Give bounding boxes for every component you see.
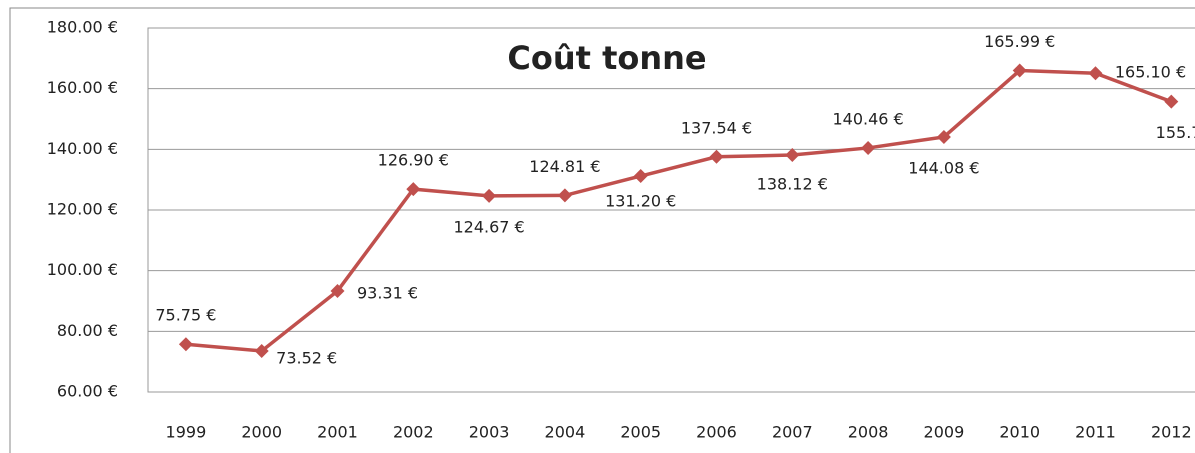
data-point [1012, 63, 1027, 78]
x-tick-label: 2007 [772, 423, 813, 442]
data-label: 131.20 € [605, 192, 676, 211]
x-tick-label: 2006 [696, 423, 737, 442]
data-label: 124.67 € [453, 217, 524, 236]
data-label: 144.08 € [908, 158, 979, 177]
x-tick-label: 2010 [999, 423, 1040, 442]
x-tick-label: 2000 [241, 423, 282, 442]
x-tick-label: 2003 [469, 423, 510, 442]
y-tick-label: 140.00 € [47, 139, 118, 158]
y-tick-label: 180.00 € [47, 18, 118, 37]
data-point [254, 343, 269, 358]
x-tick-label: 2001 [317, 423, 358, 442]
x-tick-label: 2008 [848, 423, 889, 442]
data-point [861, 140, 876, 155]
y-tick-label: 80.00 € [57, 321, 118, 340]
chart-title: Coût tonne [507, 39, 706, 77]
data-point [785, 148, 800, 163]
data-point [936, 129, 951, 144]
y-tick-label: 60.00 € [57, 382, 118, 401]
series-line [185, 68, 1172, 353]
y-tick-label: 100.00 € [47, 260, 118, 279]
data-point [330, 283, 345, 298]
data-point [1088, 66, 1103, 81]
data-point [1164, 94, 1179, 109]
x-tick-label: 2004 [545, 423, 586, 442]
data-label: 73.52 € [276, 348, 337, 367]
x-tick-label: 2002 [393, 423, 434, 442]
data-label: 155.74 € [1156, 123, 1195, 142]
data-point [709, 149, 724, 164]
data-label: 75.75 € [155, 306, 216, 325]
data-point [178, 337, 193, 352]
data-label: 126.90 € [378, 151, 449, 170]
data-label: 165.99 € [984, 32, 1055, 51]
x-tick-label: 2012 [1151, 423, 1192, 442]
data-point [406, 182, 421, 197]
data-label: 137.54 € [681, 118, 752, 137]
chart-frame [9, 7, 1195, 453]
data-label: 140.46 € [832, 109, 903, 128]
x-tick-label: 2011 [1075, 423, 1116, 442]
y-tick-label: 120.00 € [47, 200, 118, 219]
data-point [482, 188, 497, 203]
y-tick-label: 160.00 € [47, 78, 118, 97]
data-point [633, 169, 648, 184]
data-label: 138.12 € [757, 175, 828, 194]
data-label: 165.10 € [1115, 63, 1186, 82]
data-point [557, 188, 572, 203]
data-label: 93.31 € [357, 283, 418, 302]
x-tick-label: 2009 [924, 423, 965, 442]
x-tick-label: 2005 [620, 423, 661, 442]
data-label: 124.81 € [529, 157, 600, 176]
x-tick-label: 1999 [166, 423, 207, 442]
